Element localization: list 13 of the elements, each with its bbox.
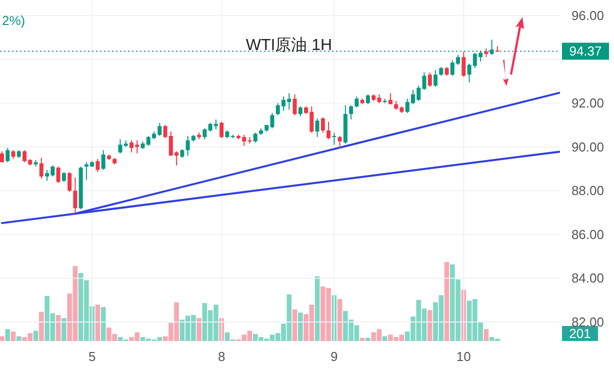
y-tick-label: 96.00 — [571, 8, 604, 24]
x-tick-label: 9 — [330, 349, 338, 364]
x-tick-label: 8 — [218, 349, 226, 364]
y-tick-label: 86.00 — [571, 226, 604, 242]
text: WTI原油 1H — [246, 36, 332, 54]
y-tick-label: 92.00 — [571, 96, 604, 111]
y-tick-label: 88.00 — [571, 183, 604, 198]
x-tick-label: 5 — [88, 349, 96, 364]
y-tick-label: 90.00 — [571, 139, 604, 154]
y-tick-label: 84.00 — [571, 270, 604, 286]
annotation: 2%) — [2, 13, 26, 28]
ref-line-label: 94.37 — [569, 44, 602, 59]
x-tick-label: 10 — [456, 349, 471, 364]
